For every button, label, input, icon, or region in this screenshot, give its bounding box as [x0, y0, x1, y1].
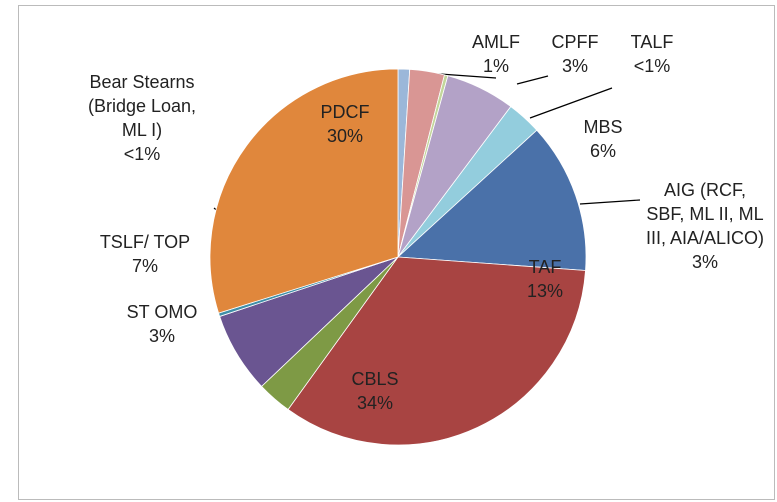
slice-label: AMLF 1%: [456, 30, 536, 78]
category-label: TAF: [528, 257, 562, 277]
value-label: <1%: [123, 144, 161, 164]
slices: [209, 68, 587, 446]
slice-label: Bear Stearns (Bridge Loan, ML I) <1%: [83, 70, 201, 166]
category-label: TALF: [630, 32, 674, 52]
slice-label: CPFF 3%: [535, 30, 615, 78]
slice-label: AIG (RCF, SBF, ML II, ML III, AIA/ALICO)…: [644, 178, 766, 274]
category-label: AMLF: [471, 32, 520, 52]
slice-label: PDCF 30%: [305, 100, 385, 148]
value-label: 3%: [561, 56, 588, 76]
pie-slice: [209, 68, 399, 314]
slice-label: MBS 6%: [563, 115, 643, 163]
value-label: 13%: [526, 281, 564, 301]
value-label: <1%: [633, 56, 671, 76]
value-label: 3%: [148, 326, 175, 346]
pie-slice: [287, 256, 586, 446]
category-label: CBLS: [351, 369, 399, 389]
category-label: AIG (RCF, SBF, ML II, ML III, AIA/ALICO): [645, 180, 765, 248]
leader-line: [579, 199, 641, 205]
value-label: 34%: [356, 393, 394, 413]
slice-label: TAF 13%: [505, 255, 585, 303]
value-label: 30%: [326, 126, 364, 146]
slice-label: TSLF/ TOP 7%: [80, 230, 210, 278]
slice-label: TALF <1%: [612, 30, 692, 78]
category-label: TSLF/ TOP: [99, 232, 191, 252]
chart-border: [18, 5, 775, 500]
category-label: PDCF: [320, 102, 370, 122]
category-label: CPFF: [551, 32, 599, 52]
value-label: 3%: [691, 252, 718, 272]
value-label: 1%: [482, 56, 509, 76]
pie-slice: [397, 129, 587, 271]
leader-line: [529, 87, 613, 119]
category-label: MBS: [583, 117, 623, 137]
slice-label: CBLS 34%: [335, 367, 415, 415]
leader-line: [516, 75, 549, 85]
value-label: 6%: [589, 141, 616, 161]
category-label: Bear Stearns (Bridge Loan, ML I): [87, 72, 197, 140]
slice-label: ST OMO 3%: [107, 300, 217, 348]
category-label: ST OMO: [126, 302, 198, 322]
value-label: 7%: [131, 256, 158, 276]
